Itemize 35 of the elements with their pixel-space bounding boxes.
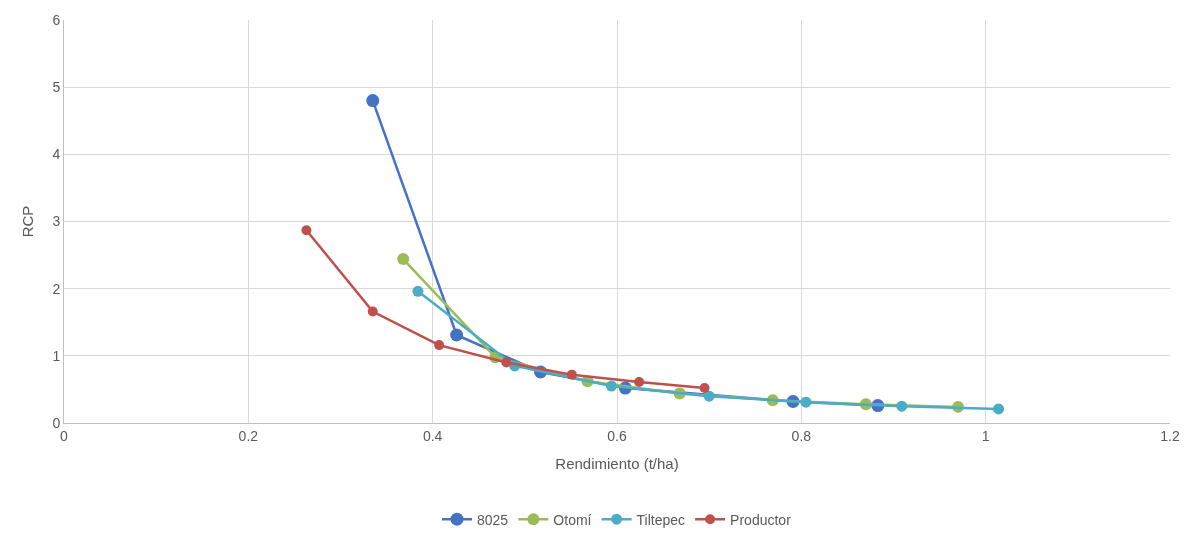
- point: [434, 340, 445, 351]
- point: [450, 328, 464, 342]
- legend-label: Otomí: [553, 511, 592, 528]
- point: [412, 285, 424, 297]
- legend-label: Productor: [730, 511, 792, 528]
- point: [800, 396, 812, 408]
- y-axis-title: RCP: [18, 205, 36, 238]
- legend-label: Tiltepec: [636, 511, 686, 528]
- x-tick-label: 0.6: [607, 427, 627, 444]
- y-tick-label: 6: [52, 11, 61, 28]
- point: [366, 94, 380, 108]
- x-tick-label: 0.8: [791, 427, 812, 444]
- y-tick-label: 3: [52, 213, 61, 230]
- point: [566, 369, 577, 380]
- point: [699, 383, 710, 394]
- y-tick-label: 0: [52, 414, 61, 431]
- y-tick-label: 2: [52, 280, 61, 297]
- y-tick-label: 5: [52, 79, 61, 96]
- x-tick-label: 1: [981, 427, 990, 444]
- point: [367, 306, 378, 317]
- x-tick-label: 1.2: [1160, 427, 1180, 444]
- point: [703, 390, 715, 402]
- point: [301, 225, 312, 236]
- point: [896, 400, 908, 412]
- x-tick-label: 0.2: [238, 427, 259, 444]
- point: [605, 380, 617, 392]
- legend-label: 8025: [477, 511, 509, 528]
- x-axis-title: Rendimiento (t/ha): [555, 454, 679, 472]
- y-tick-label: 1: [52, 347, 61, 364]
- point: [397, 253, 410, 266]
- y-tick-label: 4: [52, 146, 61, 163]
- x-tick-label: 0.4: [422, 427, 443, 444]
- point: [634, 377, 645, 388]
- point: [501, 357, 512, 368]
- point: [993, 403, 1005, 415]
